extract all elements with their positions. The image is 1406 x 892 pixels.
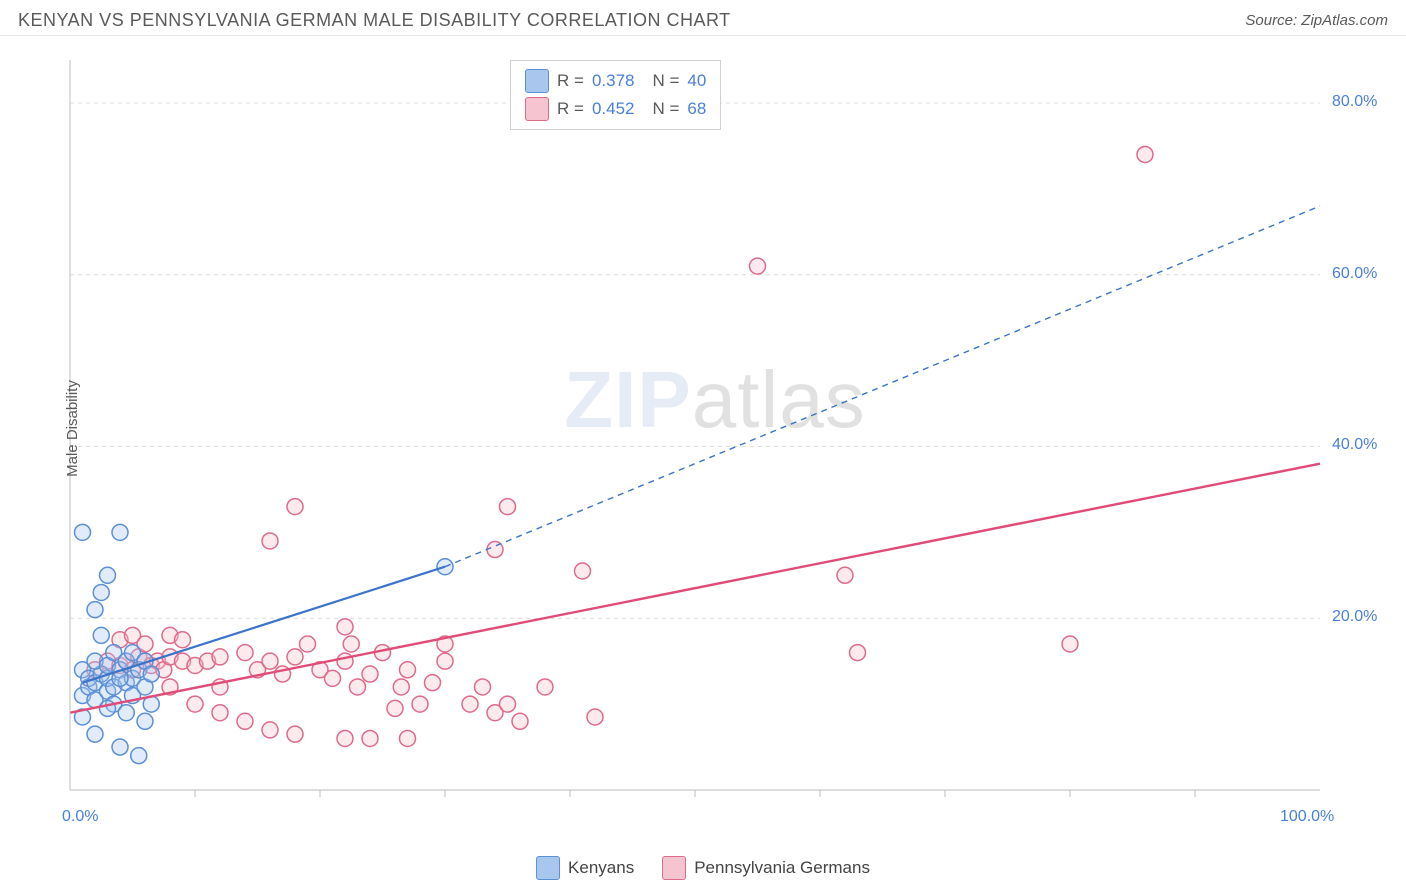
axis-tick-label: 100.0% bbox=[1280, 808, 1334, 826]
swatch-pa-germans bbox=[525, 97, 549, 121]
axis-tick-label: 0.0% bbox=[62, 808, 98, 826]
legend-label-pa-germans: Pennsylvania Germans bbox=[694, 858, 870, 878]
legend-item-pa-germans: Pennsylvania Germans bbox=[662, 856, 870, 880]
n-value-kenyans: 40 bbox=[687, 67, 706, 95]
legend-row-kenyans: R = 0.378 N = 40 bbox=[525, 67, 706, 95]
axis-tick-label: 40.0% bbox=[1332, 436, 1377, 454]
n-label: N = bbox=[652, 95, 679, 123]
swatch-kenyans bbox=[536, 856, 560, 880]
r-value-kenyans: 0.378 bbox=[592, 67, 645, 95]
series-legend: Kenyans Pennsylvania Germans bbox=[536, 856, 870, 880]
swatch-pa-germans bbox=[662, 856, 686, 880]
chart-title: KENYAN VS PENNSYLVANIA GERMAN MALE DISAB… bbox=[18, 10, 731, 31]
chart-area: ZIPatlas Male Disability R = 0.378 N = 4… bbox=[50, 60, 1380, 800]
axis-tick-label: 20.0% bbox=[1332, 608, 1377, 626]
correlation-legend: R = 0.378 N = 40 R = 0.452 N = 68 bbox=[510, 60, 721, 130]
r-value-pa-germans: 0.452 bbox=[592, 95, 645, 123]
legend-item-kenyans: Kenyans bbox=[536, 856, 634, 880]
source-label: Source: bbox=[1245, 12, 1301, 29]
axis-tick-label: 80.0% bbox=[1332, 93, 1377, 111]
axis-tick-label: 60.0% bbox=[1332, 265, 1377, 283]
swatch-kenyans bbox=[525, 69, 549, 93]
r-label: R = bbox=[557, 95, 584, 123]
legend-row-pa-germans: R = 0.452 N = 68 bbox=[525, 95, 706, 123]
n-value-pa-germans: 68 bbox=[687, 95, 706, 123]
chart-header: KENYAN VS PENNSYLVANIA GERMAN MALE DISAB… bbox=[0, 0, 1406, 36]
source-value: ZipAtlas.com bbox=[1301, 12, 1388, 29]
n-label: N = bbox=[652, 67, 679, 95]
scatter-plot bbox=[50, 60, 1380, 800]
r-label: R = bbox=[557, 67, 584, 95]
source-attribution: Source: ZipAtlas.com bbox=[1245, 12, 1388, 29]
legend-label-kenyans: Kenyans bbox=[568, 858, 634, 878]
y-axis-label: Male Disability bbox=[64, 380, 81, 477]
